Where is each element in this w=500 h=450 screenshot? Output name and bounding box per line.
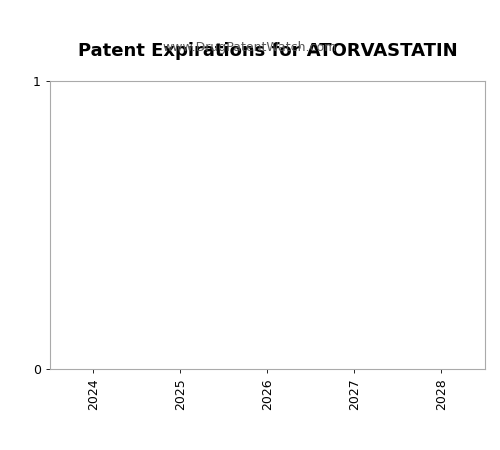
Text: www.DrugPatentWatch.com: www.DrugPatentWatch.com <box>163 41 337 54</box>
Title: Patent Expirations for ATORVASTATIN: Patent Expirations for ATORVASTATIN <box>78 42 458 60</box>
